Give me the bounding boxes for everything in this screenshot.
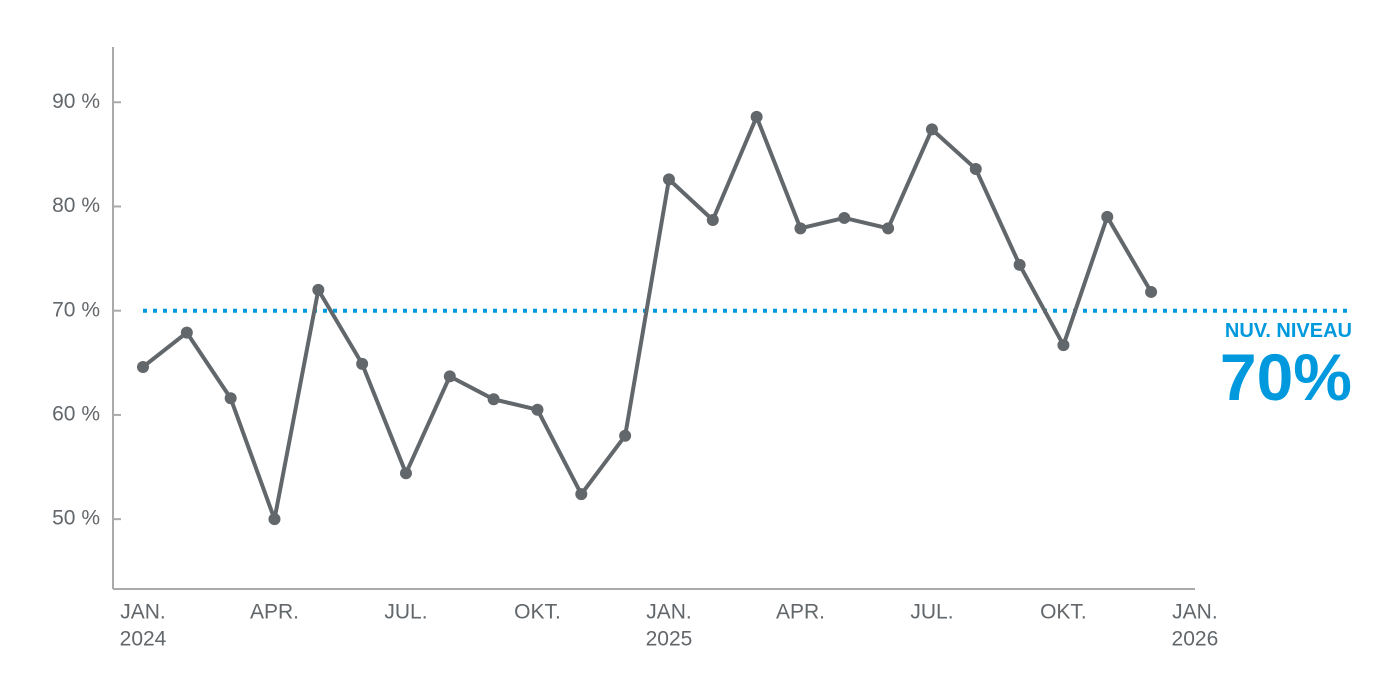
x-tick-label: JUL. bbox=[384, 601, 427, 624]
x-tick-label: 2025 bbox=[646, 628, 693, 651]
data-point bbox=[619, 429, 632, 442]
data-point bbox=[838, 211, 851, 224]
x-tick-label: OKT. bbox=[1040, 601, 1087, 624]
y-tick-label: 90 % bbox=[52, 90, 100, 113]
data-line bbox=[141, 114, 1153, 522]
x-tick-label: APR. bbox=[776, 601, 825, 624]
y-tick-label: 80 % bbox=[52, 194, 100, 217]
data-point bbox=[1013, 258, 1026, 271]
x-tick-label: JAN. bbox=[120, 601, 166, 624]
data-point bbox=[312, 283, 325, 296]
y-tick-label: 50 % bbox=[52, 507, 100, 530]
data-point bbox=[443, 370, 456, 383]
data-point bbox=[706, 214, 719, 227]
x-tick-label: JUL. bbox=[910, 601, 953, 624]
x-tick-label: APR. bbox=[250, 601, 299, 624]
reference-value-label: 70% bbox=[1220, 340, 1352, 414]
x-tick-label: JAN. bbox=[646, 601, 692, 624]
y-tick-label: 60 % bbox=[52, 402, 100, 425]
data-point bbox=[969, 162, 982, 175]
data-point bbox=[575, 488, 588, 501]
data-point bbox=[794, 222, 807, 235]
data-point bbox=[487, 393, 500, 406]
data-point bbox=[531, 403, 544, 416]
data-point bbox=[1057, 339, 1070, 352]
y-tick-label: 70 % bbox=[52, 298, 100, 321]
data-point bbox=[750, 110, 763, 123]
reference-label: NUV. NIVEAU bbox=[1225, 320, 1352, 342]
data-point bbox=[925, 123, 938, 136]
data-point bbox=[399, 467, 412, 480]
data-point bbox=[356, 357, 369, 370]
x-tick-label: JAN. bbox=[1172, 601, 1218, 624]
x-tick-label: 2026 bbox=[1172, 628, 1219, 651]
data-point bbox=[662, 173, 675, 186]
data-point bbox=[1145, 285, 1158, 298]
x-tick-label: 2024 bbox=[120, 628, 167, 651]
data-point bbox=[180, 326, 193, 339]
data-point bbox=[224, 392, 237, 405]
x-tick-label: OKT. bbox=[514, 601, 561, 624]
data-point bbox=[1101, 210, 1114, 223]
data-point bbox=[137, 360, 149, 373]
data-point bbox=[882, 222, 895, 235]
data-point bbox=[268, 513, 281, 526]
